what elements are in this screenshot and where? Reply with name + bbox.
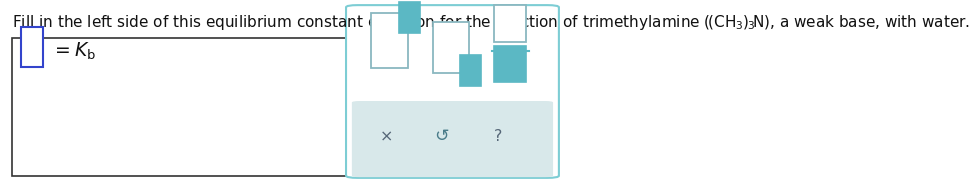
Text: $= K_{\mathrm{b}}$: $= K_{\mathrm{b}}$ <box>51 41 95 62</box>
Bar <box>21 27 43 67</box>
Bar <box>399 2 420 33</box>
Bar <box>494 46 526 82</box>
Bar <box>12 38 347 176</box>
Text: ?: ? <box>494 129 502 144</box>
Bar <box>494 5 526 42</box>
Bar <box>460 55 481 86</box>
Text: ↺: ↺ <box>434 127 448 145</box>
FancyBboxPatch shape <box>346 5 559 178</box>
Text: $\times$: $\times$ <box>379 129 393 144</box>
Text: Fill in the left side of this equilibrium constant equation for the reaction of : Fill in the left side of this equilibriu… <box>12 13 970 32</box>
Bar <box>371 13 408 68</box>
FancyBboxPatch shape <box>352 101 553 177</box>
Bar <box>433 22 469 73</box>
